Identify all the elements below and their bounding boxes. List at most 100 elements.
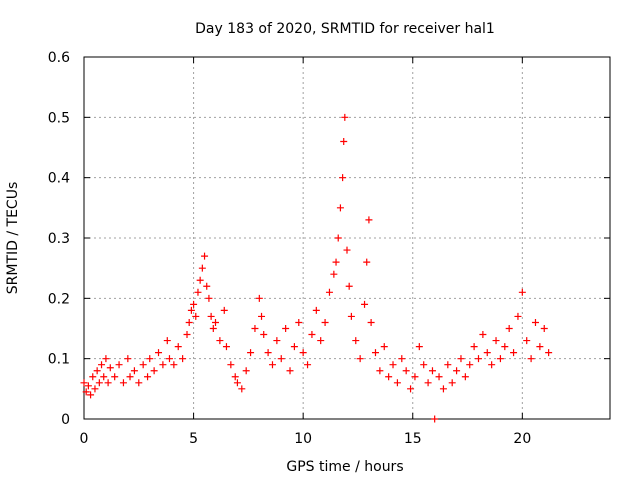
data-point — [475, 355, 482, 363]
data-point — [317, 337, 325, 345]
data-point — [179, 355, 187, 363]
data-point — [155, 349, 163, 357]
data-point — [453, 367, 461, 375]
data-point — [363, 258, 371, 266]
x-tick-label: 15 — [404, 431, 422, 447]
data-point — [111, 373, 119, 381]
data-point — [124, 355, 132, 363]
data-point — [222, 343, 230, 351]
data-point — [165, 355, 173, 363]
data-point — [106, 364, 114, 372]
data-point — [277, 355, 285, 363]
data-point — [505, 325, 513, 332]
data-point — [174, 343, 182, 351]
data-point — [102, 355, 110, 363]
data-point — [82, 388, 90, 396]
data-point — [130, 367, 138, 375]
y-tick-label: 0 — [61, 412, 70, 428]
data-point — [126, 373, 134, 381]
data-point — [385, 373, 393, 381]
grid-lines — [84, 57, 610, 419]
data-point — [194, 288, 202, 296]
data-point — [242, 367, 250, 375]
data-point — [95, 379, 103, 387]
data-point — [367, 318, 375, 326]
x-tick-label: 10 — [294, 431, 312, 447]
data-point — [247, 349, 255, 357]
data-point — [216, 337, 224, 345]
data-point — [233, 379, 241, 387]
data-point — [371, 349, 379, 357]
data-point — [146, 355, 154, 363]
data-point — [523, 337, 531, 345]
data-point — [192, 312, 200, 320]
data-point — [540, 325, 548, 332]
data-point — [187, 306, 195, 314]
data-point — [352, 337, 360, 345]
x-axis-label: GPS time / hours — [286, 459, 403, 475]
data-point — [185, 318, 193, 326]
data-point — [461, 373, 469, 381]
data-point — [325, 288, 333, 296]
data-point — [89, 373, 97, 381]
data-point — [260, 331, 268, 339]
data-point — [457, 355, 465, 363]
axis-ticks: 0 0.1 0.2 0.3 0.4 0.5 0.6 0 5 10 15 20 — [48, 50, 610, 447]
data-point — [286, 367, 294, 375]
data-point — [420, 361, 428, 369]
chart-title: Day 183 of 2020, SRMTID for receiver hal… — [195, 21, 495, 37]
data-point — [295, 318, 303, 326]
data-point — [209, 325, 217, 332]
data-point — [119, 379, 127, 387]
data-point — [439, 385, 447, 393]
data-point — [135, 379, 143, 387]
data-point — [87, 391, 95, 399]
data-point — [407, 385, 415, 393]
data-point — [98, 361, 106, 369]
data-point — [536, 343, 544, 351]
data-point — [531, 318, 539, 326]
data-point — [238, 385, 246, 393]
data-point — [308, 331, 316, 339]
data-point — [514, 312, 522, 320]
y-tick-label: 0.1 — [48, 352, 70, 368]
data-point — [501, 343, 509, 351]
data-point — [340, 137, 348, 145]
data-point — [258, 312, 266, 320]
x-tick-label: 20 — [513, 431, 531, 447]
data-point — [282, 325, 290, 332]
data-point — [398, 355, 406, 363]
data-point — [251, 325, 259, 332]
data-point — [448, 379, 456, 387]
data-point — [207, 312, 215, 320]
data-point — [268, 361, 276, 369]
data-point — [361, 300, 369, 308]
data-point — [190, 300, 198, 308]
data-point — [255, 294, 263, 302]
data-point — [100, 373, 108, 381]
x-tick-label: 5 — [189, 431, 198, 447]
data-point — [402, 367, 410, 375]
data-point — [380, 343, 388, 351]
data-point — [339, 174, 347, 182]
data-point — [273, 337, 281, 345]
data-point — [159, 361, 167, 369]
data-point — [290, 343, 298, 351]
data-point — [312, 306, 320, 314]
data-point — [183, 331, 191, 339]
data-point — [91, 385, 99, 393]
data-point — [304, 361, 312, 369]
data-point — [201, 252, 209, 260]
data-point — [470, 343, 478, 351]
data-point — [139, 361, 147, 369]
data-point — [483, 349, 491, 357]
data-point — [527, 355, 535, 363]
data-point — [345, 282, 353, 290]
data-point — [220, 306, 228, 314]
data-point — [80, 379, 88, 387]
y-tick-label: 0.6 — [48, 50, 70, 66]
y-axis-label: SRMTID / TECUs — [5, 182, 21, 295]
data-point — [393, 379, 401, 387]
data-point — [203, 282, 211, 290]
